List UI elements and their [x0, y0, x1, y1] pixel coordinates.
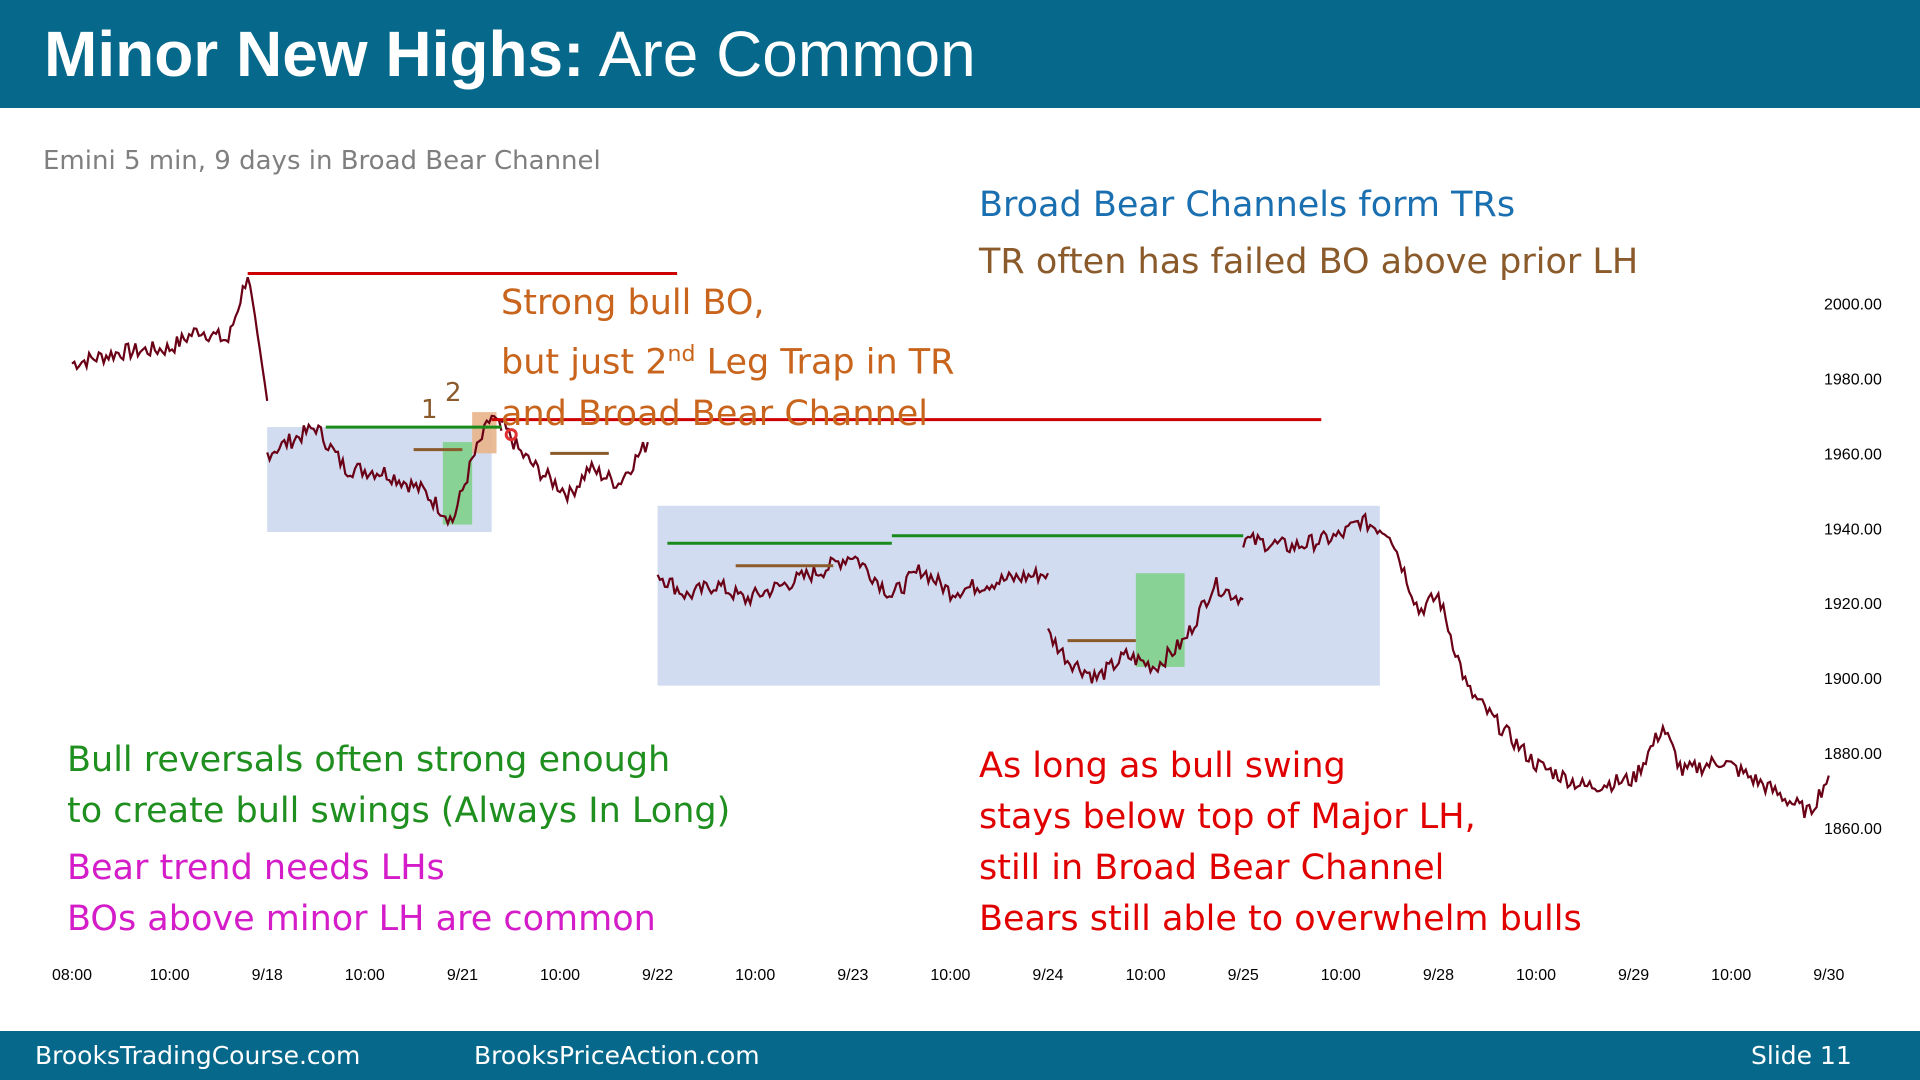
- y-tick-label-7: 1860.00: [1824, 821, 1882, 838]
- price-line-segment-1: [266, 414, 503, 528]
- x-tick-label-8: 9/23: [837, 967, 868, 984]
- note-strong-bull-bo-line2: but just 2nd Leg Trap in TR: [501, 329, 954, 389]
- x-tick-label-13: 10:00: [1321, 967, 1361, 984]
- y-tick-label-1: 1980.00: [1824, 371, 1882, 388]
- x-tick-label-6: 9/22: [642, 967, 673, 984]
- shaded-range-1: [657, 505, 1380, 686]
- x-tick-label-16: 9/29: [1618, 967, 1649, 984]
- footer-link-trading-course[interactable]: BrooksTradingCourse.com: [35, 1041, 361, 1070]
- x-tick-label-18: 9/30: [1813, 967, 1844, 984]
- note-bull-reversals-line1: Bull reversals often strong enough: [67, 740, 671, 780]
- note-broad-bear: Broad Bear Channels form TRs TR often ha…: [979, 180, 1638, 288]
- slide-title: Minor New Highs: Are Common: [44, 14, 976, 94]
- note-bear-trend-line1: Bear trend needs LHs: [67, 848, 445, 888]
- slide-footer: BrooksTradingCourse.com BrooksPriceActio…: [0, 1031, 1920, 1080]
- x-tick-label-4: 9/21: [447, 967, 478, 984]
- chart-subtitle: Emini 5 min, 9 days in Broad Bear Channe…: [43, 146, 601, 176]
- note-bear-trend-line2: BOs above minor LH are common: [67, 899, 656, 939]
- note-bear-trend: Bear trend needs LHs BOs above minor LH …: [67, 843, 656, 945]
- price-line-segment-2: [500, 416, 649, 505]
- price-line-segment-3: [656, 555, 1049, 608]
- slide-title-bold: Minor New Highs:: [44, 18, 585, 90]
- x-tick-label-7: 10:00: [735, 967, 775, 984]
- y-tick-label-2: 1960.00: [1824, 446, 1882, 463]
- leg-label-2: 2: [445, 378, 462, 408]
- price-line-segment-4: [1047, 577, 1244, 684]
- price-line-segment-5: [1242, 512, 1830, 819]
- footer-link-price-action[interactable]: BrooksPriceAction.com: [474, 1041, 760, 1070]
- signal-marker: [504, 428, 518, 442]
- x-tick-label-14: 9/28: [1423, 967, 1454, 984]
- shaded-range-2: [442, 442, 473, 525]
- x-tick-label-0: 08:00: [52, 967, 92, 984]
- x-tick-label-10: 9/24: [1032, 967, 1063, 984]
- x-tick-label-1: 10:00: [150, 967, 190, 984]
- x-tick-label-17: 10:00: [1711, 967, 1751, 984]
- price-line-segment-0: [71, 277, 269, 402]
- note-bull-reversals: Bull reversals often strong enough to cr…: [67, 735, 730, 837]
- x-tick-label-5: 10:00: [540, 967, 580, 984]
- y-tick-label-5: 1900.00: [1824, 671, 1882, 688]
- slide-header: Minor New Highs: Are Common: [0, 0, 1920, 108]
- note-bull-reversals-line2: to create bull swings (Always In Long): [67, 791, 731, 831]
- note-major-lh: As long as bull swing stays below top of…: [979, 741, 1582, 945]
- x-tick-label-11: 10:00: [1126, 967, 1166, 984]
- x-tick-label-9: 10:00: [930, 967, 970, 984]
- x-tick-label-3: 10:00: [345, 967, 385, 984]
- slide-number: Slide 11: [1751, 1041, 1852, 1070]
- note-strong-bull-bo-line3: and Broad Bear Channel: [501, 393, 929, 434]
- y-tick-label-4: 1920.00: [1824, 596, 1882, 613]
- leg-label-1: 1: [421, 395, 438, 425]
- note-strong-bull-bo-sup: nd: [667, 342, 696, 367]
- note-major-lh-line1: As long as bull swing: [979, 746, 1346, 786]
- price-chart: 2000.00 1980.00 1960.00 1940.00 1920.00 1900.…: [52, 271, 1882, 984]
- x-tick-label-2: 9/18: [252, 967, 283, 984]
- y-tick-label-6: 1880.00: [1824, 746, 1882, 763]
- x-tick-label-15: 10:00: [1516, 967, 1556, 984]
- note-strong-bull-bo: Strong bull BO, but just 2nd Leg Trap in…: [501, 278, 954, 440]
- note-major-lh-line3: still in Broad Bear Channel: [979, 848, 1445, 888]
- note-strong-bull-bo-line2b: Leg Trap in TR: [695, 342, 955, 383]
- note-strong-bull-bo-line2a: but just 2: [501, 342, 668, 383]
- note-strong-bull-bo-line1: Strong bull BO,: [501, 283, 765, 323]
- slide-title-rest: Are Common: [584, 18, 976, 90]
- x-tick-label-12: 9/25: [1228, 967, 1259, 984]
- note-broad-bear-line2: TR often has failed BO above prior LH: [979, 242, 1639, 282]
- shaded-range-3: [1135, 573, 1185, 667]
- note-broad-bear-line1: Broad Bear Channels form TRs: [979, 185, 1516, 225]
- y-tick-label-3: 1940.00: [1824, 521, 1882, 538]
- note-major-lh-line2: stays below top of Major LH,: [979, 797, 1476, 837]
- note-major-lh-line4: Bears still able to overwhelm bulls: [979, 899, 1582, 939]
- y-tick-label-0: 2000.00: [1824, 296, 1882, 313]
